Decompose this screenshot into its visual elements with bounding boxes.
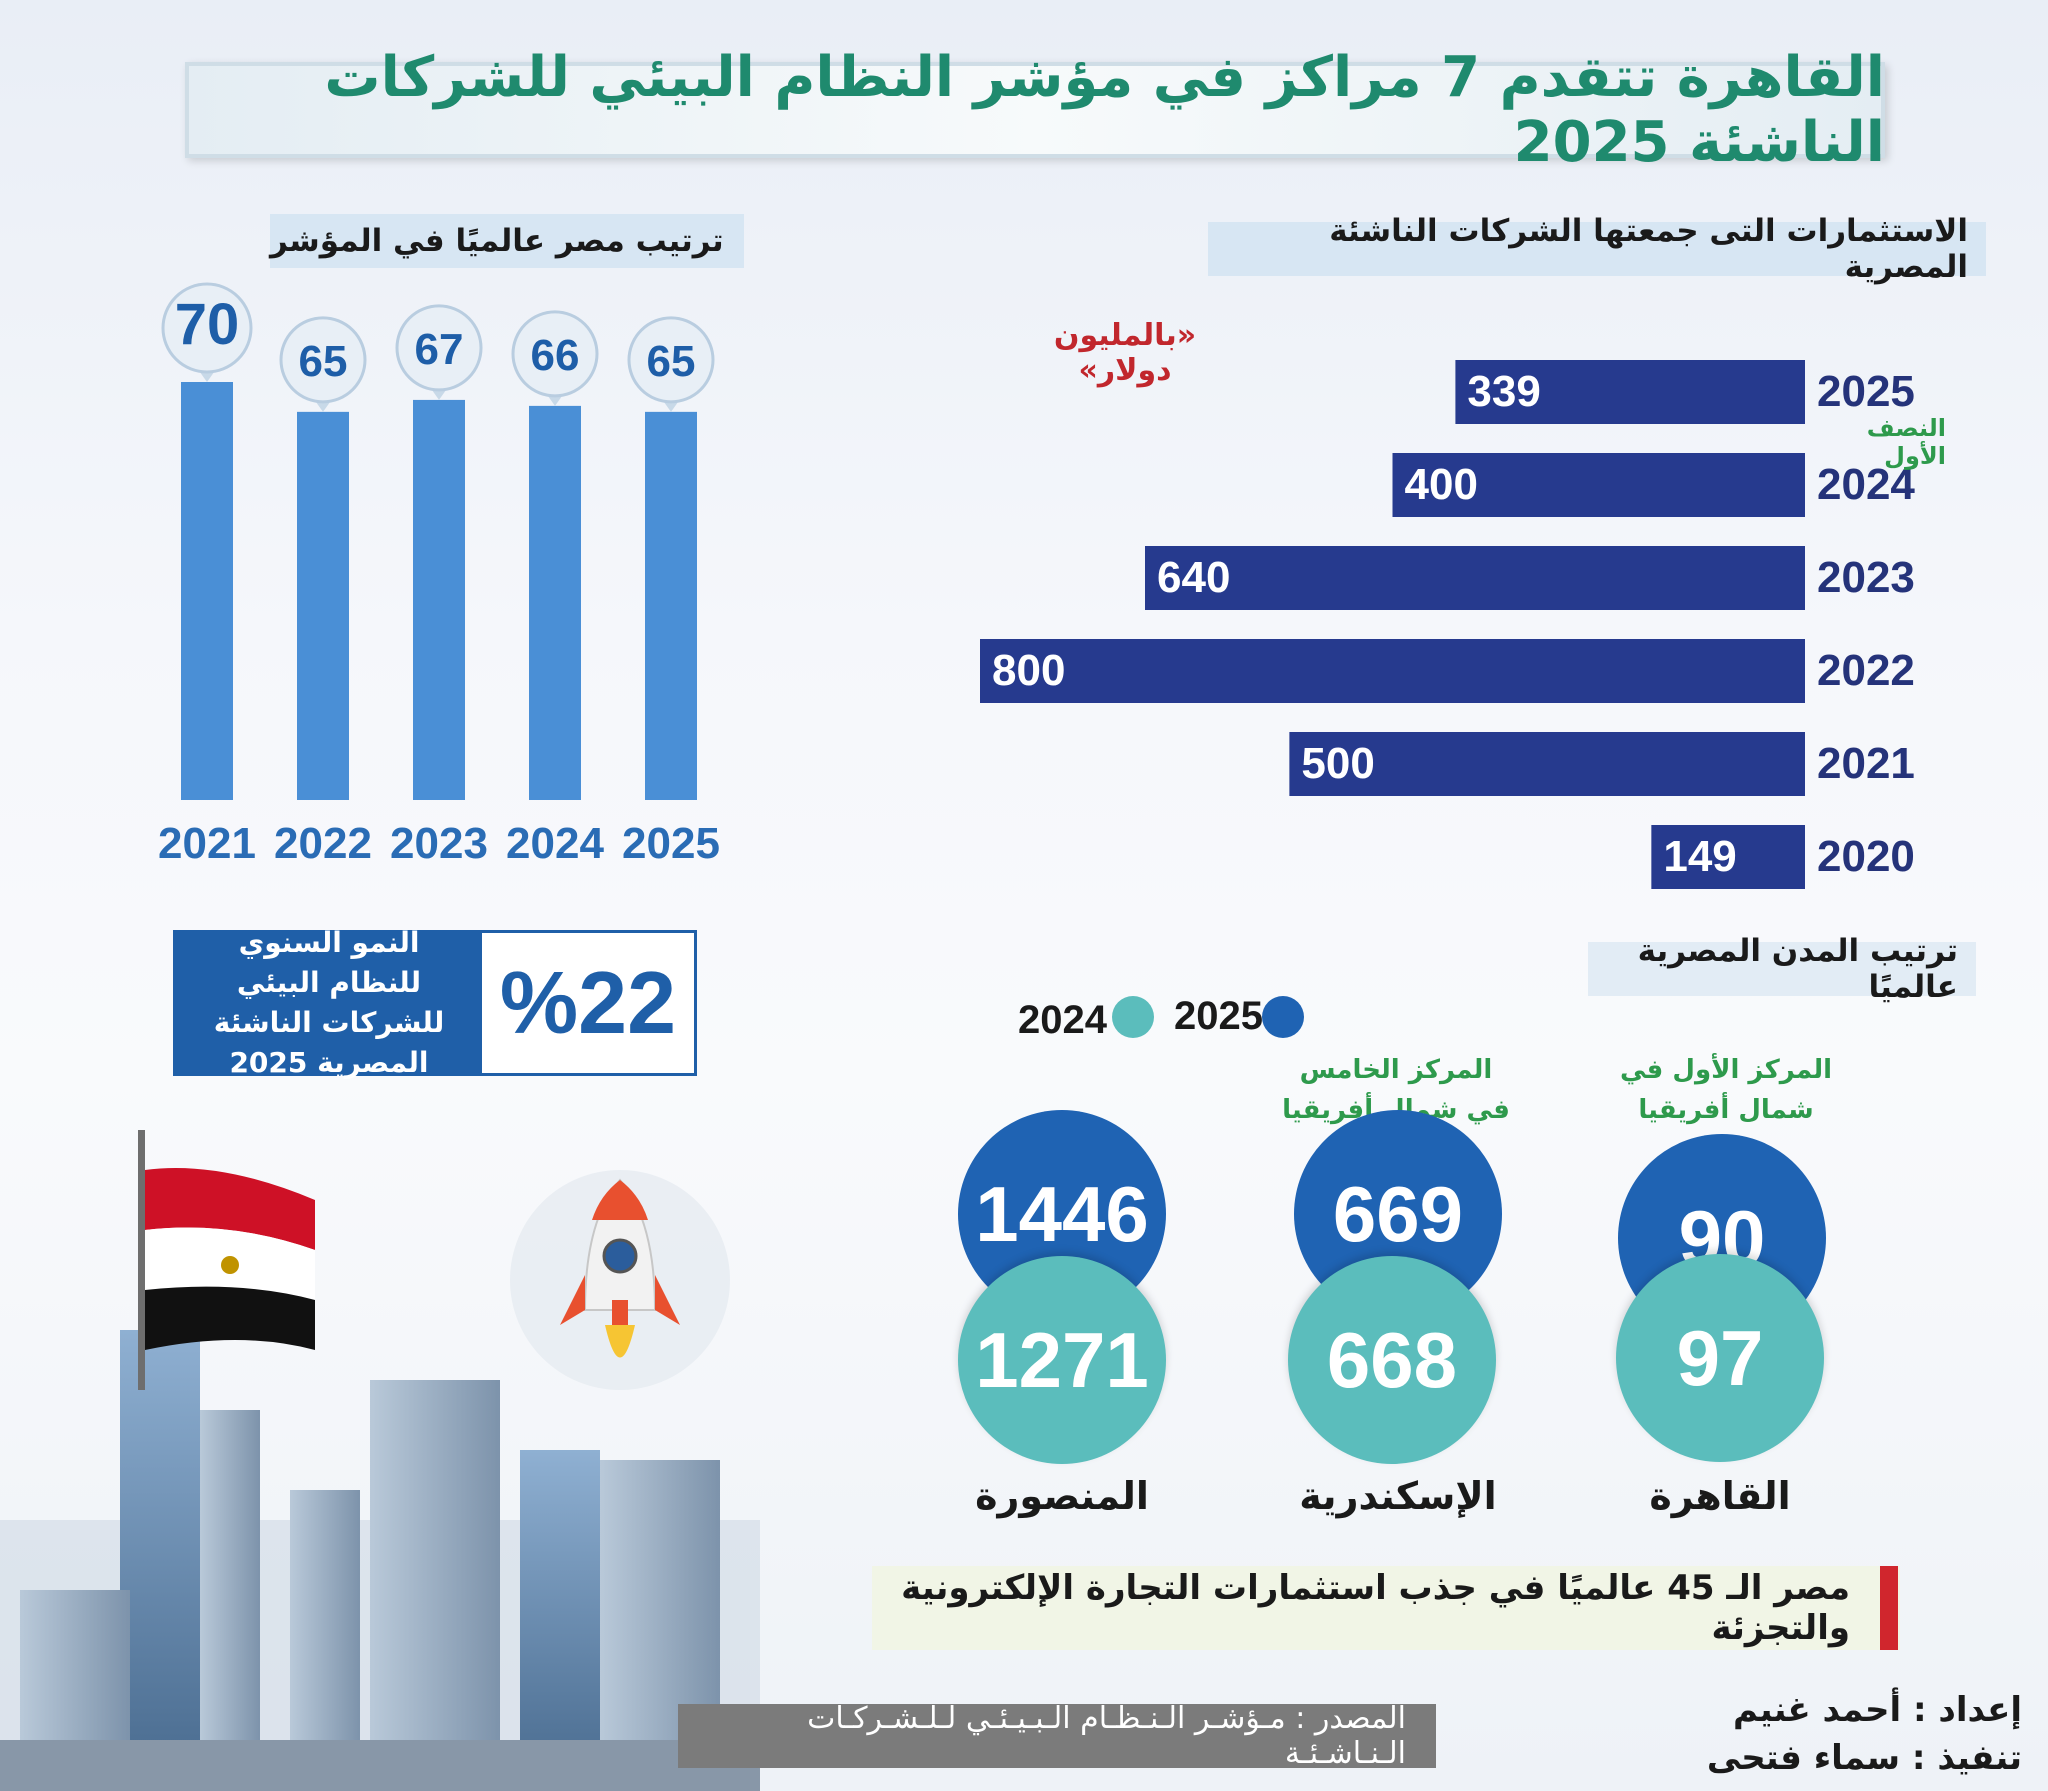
note-accent-bar [1880,1566,1898,1650]
credit-executed: تنفيذ : سماء فتحى [1706,1738,2022,1778]
rocket-icon [510,1170,730,1390]
credit-prepared: إعداد : أحمد غنيم [1733,1690,2022,1730]
investment-value-2024: 400 [1405,460,1478,509]
rank-bar-2025 [645,411,697,800]
first-half-note: النصف الأول [1866,414,1946,470]
investment-bar-2022 [980,639,1805,703]
rank-bar-2023 [413,399,465,800]
rank-value-2021: 70 [175,292,240,357]
ecommerce-note: مصر الـ 45 عالميًا في جذب استثمارات التج… [872,1566,1900,1650]
investments-unit: «بالمليون دولار» [1053,318,1197,388]
city-name-mansoura: المنصورة [975,1474,1149,1518]
investment-bar-2020 [1651,825,1805,889]
investment-value-2023: 640 [1157,553,1230,602]
city-name-cairo: القاهرة [1649,1474,1791,1518]
legend-2025-dot [1262,996,1304,1038]
investment-year-2021: 2021 [1817,739,1915,788]
growth-box: النمو السنوي للنظام البيئي للشركات الناش… [173,926,697,1079]
investment-value-2021: 500 [1301,739,1374,788]
rank-year-2024: 2024 [506,819,604,860]
rank-value-2023: 67 [415,325,464,374]
rank-bar-2022 [297,411,349,800]
rank-bubble-2025 [627,316,715,404]
rank-value-2024: 66 [531,331,580,380]
investment-bar-2024 [1392,453,1805,517]
rank-bar-2021 [181,382,233,800]
investment-year-2025: 2025 [1817,367,1915,416]
growth-label: النمو السنوي للنظام البيئي للشركات الناش… [176,926,482,1079]
investment-value-2020: 149 [1663,832,1736,881]
source-label: المصدر : مـؤشـر الـنـظـام الـبـيـئـي لـل… [678,1701,1436,1771]
investment-bar-2025 [1455,360,1805,424]
investment-value-2025: 339 [1467,367,1540,416]
ranking-heading: ترتيب مصر عالميًا في المؤشر [270,214,744,268]
background-skyline [0,1330,760,1791]
investment-bar-2021 [1289,732,1805,796]
rank-2024-alexandria: 668 [1288,1256,1496,1464]
rank-year-2022: 2022 [274,819,372,860]
growth-value: %22 [499,953,677,1052]
ranking-bar-chart: 70 2021 65 2022 67 2023 66 2024 65 2025 [158,282,720,860]
investments-bar-chart: 339 2025 400 2024 640 2023 800 2022 500 2021 149 20… [980,360,1915,889]
legend-2025-label: 2025 [1174,994,1263,1038]
rank-bar-2024 [529,405,581,800]
rank-year-2021: 2021 [158,819,256,860]
legend-2024-label: 2024 [1018,998,1107,1042]
investments-heading: الاستثمارات التى جمعتها الشركات الناشئة … [1208,213,1986,285]
rank-2024-cairo: 97 [1616,1254,1824,1462]
investment-year-2024: 2024 [1817,460,1915,509]
investment-year-2023: 2023 [1817,553,1915,602]
title-banner: القاهرة تتقدم 7 مراكز في مؤشر النظام الب… [185,45,1885,175]
rank-year-2023: 2023 [390,819,488,860]
rank-value-2022: 65 [299,337,348,386]
rank-2024-mansoura: 1271 [958,1256,1166,1464]
rank-value-2025: 65 [647,337,696,386]
investment-value-2022: 800 [992,646,1065,695]
rank-bubble-2021 [161,282,253,374]
rank-year-2025: 2025 [622,819,720,860]
rank-bubble-2024 [511,310,599,398]
city-note-cairo: المركز الأول في شمال أفريقيا [1620,1055,1832,1125]
investment-year-2022: 2022 [1817,646,1915,695]
egypt-flag-icon [138,1130,315,1390]
rank-bubble-2022 [279,316,367,404]
page-title: القاهرة تتقدم 7 مراكز في مؤشر النظام الب… [324,45,1885,175]
legend-2024-dot [1112,996,1154,1038]
city-name-alexandria: الإسكندرية [1299,1474,1497,1518]
investment-year-2020: 2020 [1817,832,1915,881]
cities-heading: ترتيب المدن المصرية عالميًا [1588,933,1976,1005]
rank-bubble-2023 [395,304,483,392]
investment-bar-2023 [1145,546,1805,610]
